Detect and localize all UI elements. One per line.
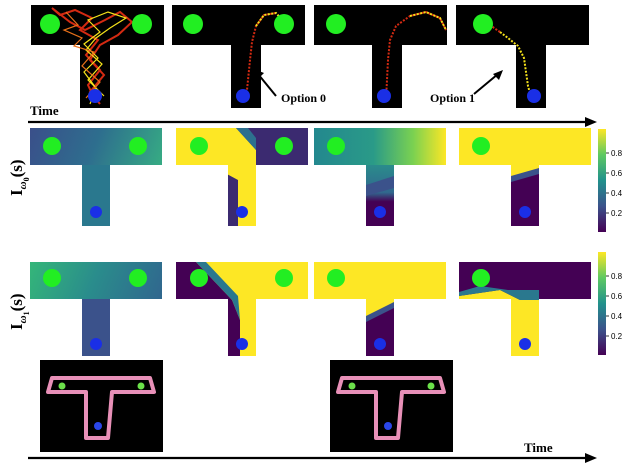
time-label-top: Time [30, 103, 59, 118]
option0-label: Option 0 [281, 91, 326, 105]
goal-left [326, 14, 346, 34]
colorbar-row2: 0.8 0.6 0.4 0.2 [598, 252, 623, 355]
heatmap-row2-panel1 [30, 262, 162, 356]
trajectory-panel-3 [314, 5, 447, 108]
goal-left [183, 14, 203, 34]
heatmap-row1-panel1 [30, 128, 162, 226]
agent [236, 89, 250, 103]
svg-text:0.8: 0.8 [611, 272, 623, 281]
svg-text:0.4: 0.4 [611, 189, 623, 198]
svg-text:0.6: 0.6 [611, 169, 623, 178]
heatmap-row2-panel3 [314, 262, 446, 356]
goal-right [274, 14, 294, 34]
svg-text:0.2: 0.2 [611, 209, 623, 218]
goal-left [473, 14, 493, 34]
heatmap-row1-panel2 [176, 128, 308, 226]
render-panel-1 [40, 360, 163, 452]
colorbar-row1: 0.8 0.6 0.4 0.2 [598, 129, 623, 232]
row1-ylabel: Iω0(s) [7, 159, 31, 196]
goal-left [40, 14, 60, 34]
trajectory-panel-2 [172, 5, 305, 108]
svg-text:0.8: 0.8 [611, 149, 623, 158]
svg-text:0.6: 0.6 [611, 292, 623, 301]
agent [527, 89, 541, 103]
row2-ylabel: Iω1(s) [7, 293, 31, 330]
svg-text:0.4: 0.4 [611, 312, 623, 321]
svg-text:Iω1(s): Iω1(s) [7, 293, 31, 330]
heatmap-row1-panel3 [314, 128, 446, 226]
trajectory-panel-1 [31, 5, 164, 108]
svg-text:0.2: 0.2 [611, 332, 623, 341]
agent [88, 89, 102, 103]
option0-arrow [257, 73, 277, 97]
render-panel-2 [330, 360, 453, 452]
heatmap-row2-panel2 [176, 262, 308, 356]
trajectory-panel-4 [456, 5, 589, 108]
time-label-bottom: Time [524, 440, 553, 455]
option1-arrow [473, 73, 499, 95]
svg-text:Iω0(s): Iω0(s) [7, 159, 31, 196]
option1-label: Option 1 [430, 91, 475, 105]
heatmap-row1-panel4 [459, 128, 591, 226]
agent [377, 89, 391, 103]
goal-right [132, 14, 152, 34]
heatmap-row2-panel4 [459, 262, 591, 356]
